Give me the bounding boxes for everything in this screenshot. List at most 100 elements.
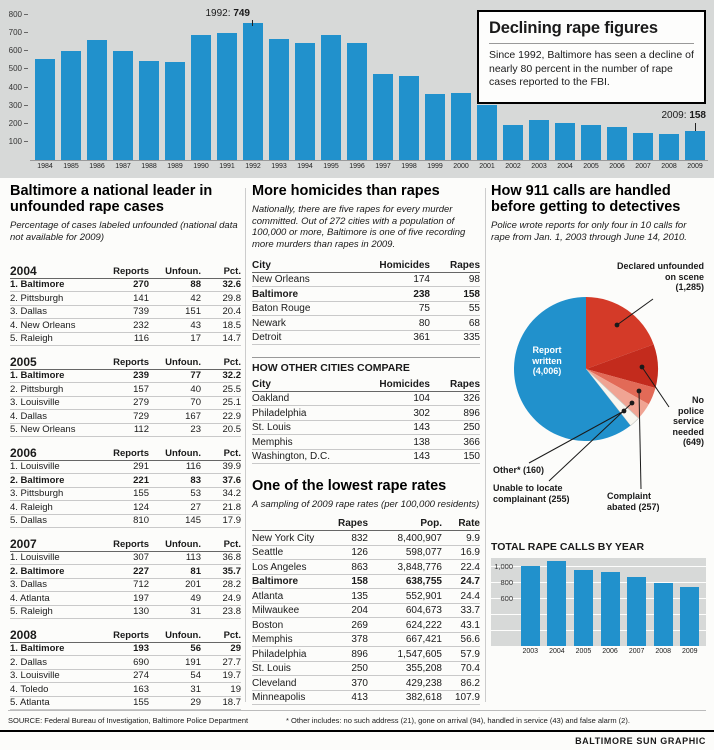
reports-cell: 239 (133, 370, 149, 381)
table-row: Washington, D.C. 143 150 (252, 450, 480, 464)
city-cell: Detroit (252, 332, 282, 343)
main-bar (633, 132, 653, 160)
unfounded-cell: 29 (190, 697, 201, 708)
pie-label-other: Other* (160) (493, 465, 545, 475)
homicides-cell: 138 (413, 436, 430, 448)
main-x-tick-label: 2003 (531, 163, 547, 170)
pct-cell: 39.9 (222, 461, 242, 472)
pct-cell: 18.5 (222, 319, 242, 331)
column-header: Unfoun. (165, 356, 201, 368)
pop-cell: 355,208 (405, 663, 442, 674)
table-row: 1. Louisville 291 116 39.9 (10, 461, 242, 474)
city-cell: 3. Pittsburgh (10, 488, 64, 499)
headline-box: Declining rape figures Since 1992, Balti… (477, 10, 706, 104)
pop-cell: 598,077 (405, 547, 442, 558)
column-header: Reports (113, 265, 149, 277)
year-label: 2005 (10, 354, 37, 369)
rapes-cell: 250 (463, 422, 480, 433)
table-row: 3. Louisville 274 54 19.7 (10, 670, 241, 683)
unfounded-subtitle: Percentage of cases labeled unfounded (n… (10, 220, 238, 243)
table-row: Minneapolis 413 382,618 107.9 (252, 691, 480, 705)
rates-table: Rapes Pop. Rate New York City 832 8,400,907 9.… (252, 517, 480, 705)
table-header-row: 2006 Reports Unfoun. Pct. (10, 445, 241, 461)
pie-svg (514, 297, 670, 490)
pct-cell: 32.2 (222, 370, 242, 381)
rate-cell: 70.4 (460, 663, 480, 674)
peak-year: 1992: (205, 8, 231, 19)
homicides-cell: 80 (418, 317, 430, 329)
city-cell: 3. Louisville (10, 670, 60, 681)
mini-x-tick-label: 2003 (522, 648, 539, 655)
main-x-tick-label: 1991 (219, 163, 235, 170)
city-cell: 3. Dallas (10, 306, 47, 317)
table-row: 5. Raleigh 116 17 14.7 (10, 333, 241, 346)
unfounded-cell: 56 (190, 643, 201, 654)
reports-cell: 141 (133, 292, 149, 304)
main-bar (399, 76, 419, 160)
table-row: 4. Toledo 163 31 19 (10, 683, 241, 697)
main-bar-slot (162, 62, 188, 160)
pct-cell: 20.5 (222, 424, 242, 435)
table-header-row: 2008 Reports Unfoun. Pct. (10, 627, 241, 643)
main-y-tick-label: 300 (9, 101, 28, 110)
main-bar (295, 43, 315, 160)
mini-bar (547, 561, 567, 646)
pie-label-report-written: Report written (4,006) (532, 345, 562, 376)
rapes-cell: 370 (351, 677, 368, 689)
unfounded-cell: 49 (190, 592, 201, 604)
pct-cell: 32.6 (222, 279, 242, 290)
homicides-table: City Homicides Rapes New Orleans 174 98 Baltim… (252, 258, 480, 345)
table-row: Seattle 126 598,077 16.9 (252, 546, 480, 560)
reports-cell: 307 (133, 552, 149, 563)
table-header-row: Rapes Pop. Rate (252, 517, 480, 531)
homicides-cell: 302 (413, 407, 430, 419)
column-header: Rapes (449, 259, 480, 271)
reports-cell: 729 (133, 410, 149, 422)
table-row: 1. Louisville 307 113 36.8 (10, 552, 241, 565)
city-cell: 2. Baltimore (10, 565, 65, 577)
table-header-row: 2005 Reports Unfoun. Pct. (10, 354, 241, 370)
table-row: 5. Raleigh 130 31 23.8 (10, 606, 241, 619)
pie-leader-lines (528, 298, 670, 490)
reports-cell: 712 (133, 579, 149, 590)
city-cell: 1. Louisville (10, 552, 60, 563)
mini-gridline (491, 598, 706, 599)
reports-cell: 221 (133, 474, 149, 486)
city-cell: New York City (252, 532, 315, 544)
homicides-cell: 104 (413, 393, 430, 404)
rapes-cell: 896 (351, 648, 368, 660)
column-header: City (252, 378, 271, 390)
main-y-tick-label: 600 (9, 46, 28, 55)
main-bar-slot (500, 125, 526, 160)
mini-x-tick-label: 2006 (602, 648, 618, 655)
table-row: 4. Dallas 729 167 22.9 (10, 410, 241, 424)
unfounded-cell: 81 (190, 565, 201, 577)
main-y-tick-label: 100 (9, 137, 28, 146)
rapes-cell: 135 (351, 590, 368, 602)
unfounded-cell: 77 (190, 370, 201, 381)
city-cell: 4. Dallas (10, 410, 47, 422)
calls-title: How 911 calls are handled before getting… (491, 183, 681, 215)
column-header: Unfoun. (165, 538, 201, 550)
table-row: Baltimore 158 638,755 24.7 (252, 575, 480, 589)
rate-cell: 107.9 (454, 692, 480, 703)
main-x-tick-label: 2000 (453, 163, 469, 170)
unfounded-cell: 31 (190, 606, 201, 617)
main-bar (217, 33, 237, 160)
unfounded-cell: 145 (185, 515, 201, 526)
mini-bar-slot (623, 577, 650, 646)
mini-bar (520, 566, 540, 646)
rates-title: One of the lowest rape rates (252, 478, 447, 494)
table-row: Los Angeles 863 3,848,776 22.4 (252, 560, 480, 575)
table-row: 4. Atlanta 197 49 24.9 (10, 592, 241, 606)
pop-cell: 1,547,605 (397, 648, 443, 660)
table-row: 2. Baltimore 227 81 35.7 (10, 565, 241, 579)
mini-x-tick-label: 2009 (681, 648, 698, 655)
main-chart-baseline (30, 160, 708, 161)
main-bar-slot (526, 119, 552, 160)
city-cell: Milwaukee (252, 605, 300, 616)
column-divider (485, 188, 486, 702)
pie-slice (586, 344, 659, 388)
rapes-cell: 98 (468, 274, 480, 285)
pie-chart: Declared unfounded on scene (1,285) Repo… (491, 247, 706, 525)
